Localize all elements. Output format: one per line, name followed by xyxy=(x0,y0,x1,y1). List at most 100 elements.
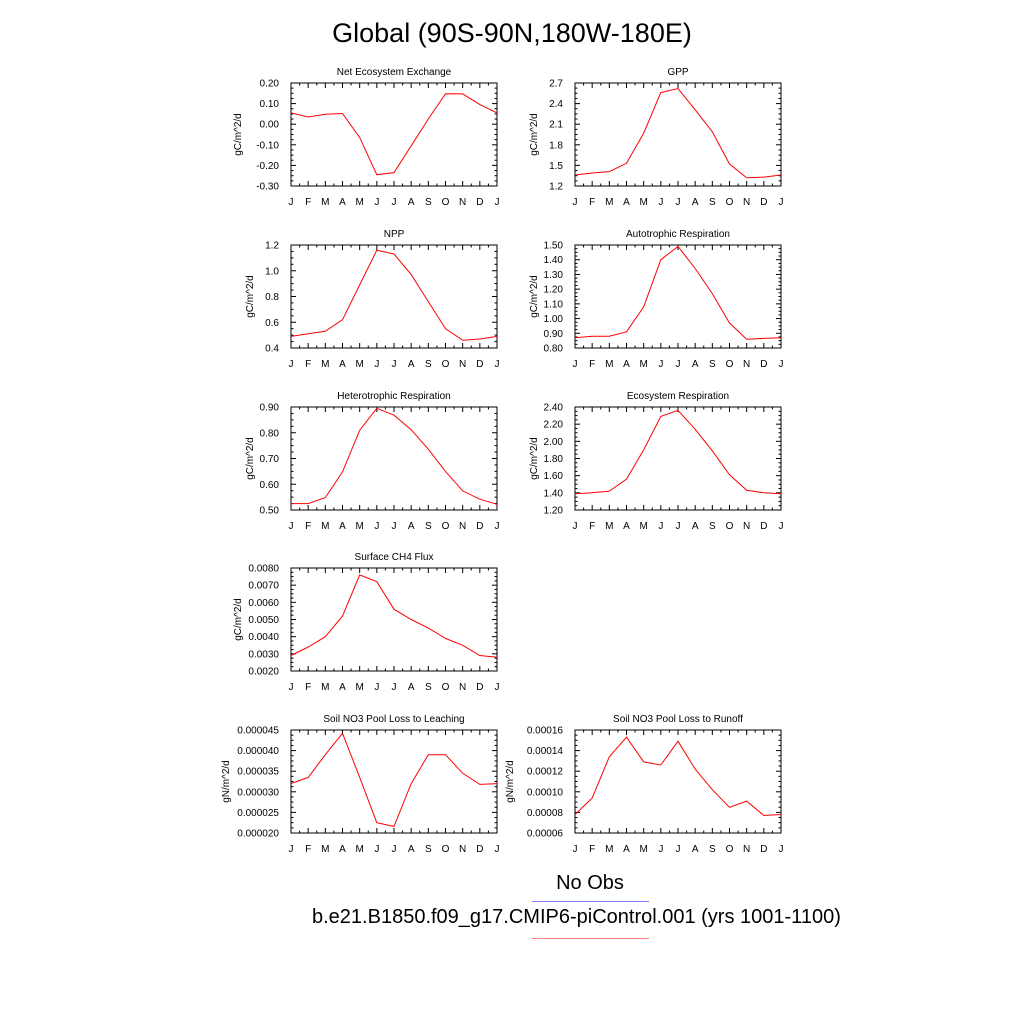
x-tick-label: J xyxy=(374,521,379,532)
x-tick-label: J xyxy=(658,844,663,855)
plot-frame xyxy=(574,729,782,834)
y-tick-label: 1.2 xyxy=(549,182,563,193)
y-tick-label: 0.60 xyxy=(260,480,280,491)
x-tick-label: F xyxy=(589,359,595,370)
x-tick-label: A xyxy=(692,359,699,370)
x-tick-label: N xyxy=(743,521,750,532)
series-line xyxy=(290,249,498,341)
chart-title: NPP xyxy=(384,229,405,240)
y-tick-label: 2.7 xyxy=(549,79,563,90)
y-tick-label: 0.90 xyxy=(260,403,280,414)
y-tick-label: 0.000030 xyxy=(237,787,279,798)
chart-title: Net Ecosystem Exchange xyxy=(337,67,452,78)
y-axis-label: gC/m^2/d xyxy=(529,113,540,156)
y-tick-label: 1.8 xyxy=(549,140,563,151)
x-tick-label: J xyxy=(289,197,294,208)
x-tick-label: M xyxy=(321,359,329,370)
y-tick-label: 0.000045 xyxy=(237,726,279,737)
x-tick-label: J xyxy=(573,521,578,532)
x-tick-label: J xyxy=(779,359,784,370)
y-tick-label: 1.10 xyxy=(544,299,564,310)
x-tick-label: O xyxy=(442,682,450,693)
plot-frame xyxy=(290,244,498,349)
y-tick-label: 0.00014 xyxy=(527,746,564,757)
x-tick-label: S xyxy=(425,359,432,370)
x-tick-label: D xyxy=(760,359,767,370)
x-tick-label: J xyxy=(392,844,397,855)
x-tick-label: A xyxy=(692,844,699,855)
x-tick-label: S xyxy=(709,359,716,370)
y-tick-label: 0.00010 xyxy=(527,787,564,798)
x-tick-label: M xyxy=(321,197,329,208)
y-tick-label: 0.0070 xyxy=(248,581,279,592)
x-tick-label: N xyxy=(459,197,466,208)
series-line xyxy=(291,407,498,505)
x-tick-label: A xyxy=(339,197,346,208)
legend-model-line xyxy=(532,938,649,939)
x-tick-label: A xyxy=(623,359,630,370)
y-axis-label: gC/m^2/d xyxy=(529,437,540,480)
y-tick-label: 1.00 xyxy=(544,314,564,325)
y-tick-label: 0.8 xyxy=(265,292,279,303)
x-tick-label: J xyxy=(289,844,294,855)
x-tick-label: A xyxy=(692,197,699,208)
plot-frame xyxy=(290,82,498,187)
y-tick-label: 0.000040 xyxy=(237,746,279,757)
y-tick-label: 0.0050 xyxy=(248,615,279,626)
x-tick-label: M xyxy=(639,521,647,532)
x-tick-label: O xyxy=(442,197,450,208)
x-tick-label: J xyxy=(374,359,379,370)
y-tick-label: 0.80 xyxy=(260,428,280,439)
x-tick-label: N xyxy=(743,197,750,208)
x-tick-label: D xyxy=(476,521,483,532)
y-axis-label: gC/m^2/d xyxy=(233,113,244,156)
x-tick-label: J xyxy=(392,197,397,208)
x-tick-label: F xyxy=(305,359,311,370)
x-tick-label: O xyxy=(726,197,734,208)
y-tick-label: -0.20 xyxy=(256,161,279,172)
x-tick-label: J xyxy=(779,197,784,208)
chart-title: GPP xyxy=(667,67,688,78)
y-axis-label: gN/m^2/d xyxy=(505,760,516,803)
x-tick-label: N xyxy=(743,359,750,370)
x-tick-label: J xyxy=(392,682,397,693)
x-tick-label: D xyxy=(476,682,483,693)
x-tick-label: A xyxy=(408,682,415,693)
x-tick-label: F xyxy=(589,197,595,208)
x-tick-label: J xyxy=(495,197,500,208)
x-tick-label: N xyxy=(459,521,466,532)
x-tick-label: F xyxy=(305,521,311,532)
x-tick-label: J xyxy=(676,359,681,370)
x-tick-label: O xyxy=(726,844,734,855)
x-tick-label: M xyxy=(639,844,647,855)
y-tick-label: 2.1 xyxy=(549,120,563,131)
x-tick-label: F xyxy=(589,844,595,855)
x-tick-label: A xyxy=(339,844,346,855)
y-tick-label: 1.40 xyxy=(544,255,564,266)
y-tick-label: 0.00012 xyxy=(527,767,564,778)
x-tick-label: S xyxy=(709,521,716,532)
x-tick-label: J xyxy=(658,197,663,208)
legend-obs-label: No Obs xyxy=(556,872,624,894)
x-tick-label: J xyxy=(289,359,294,370)
x-tick-label: M xyxy=(355,197,363,208)
y-axis-label: gC/m^2/d xyxy=(233,598,244,641)
x-tick-label: O xyxy=(442,844,450,855)
y-tick-label: 0.6 xyxy=(265,318,279,329)
x-tick-label: M xyxy=(321,521,329,532)
x-tick-label: A xyxy=(623,844,630,855)
series-line xyxy=(574,245,782,340)
x-tick-label: F xyxy=(589,521,595,532)
y-axis-label: gC/m^2/d xyxy=(245,437,256,480)
x-tick-label: M xyxy=(639,197,647,208)
y-tick-label: 1.50 xyxy=(544,241,564,252)
y-tick-label: 0.20 xyxy=(260,79,280,90)
y-axis-label: gC/m^2/d xyxy=(529,275,540,318)
x-tick-label: A xyxy=(339,359,346,370)
